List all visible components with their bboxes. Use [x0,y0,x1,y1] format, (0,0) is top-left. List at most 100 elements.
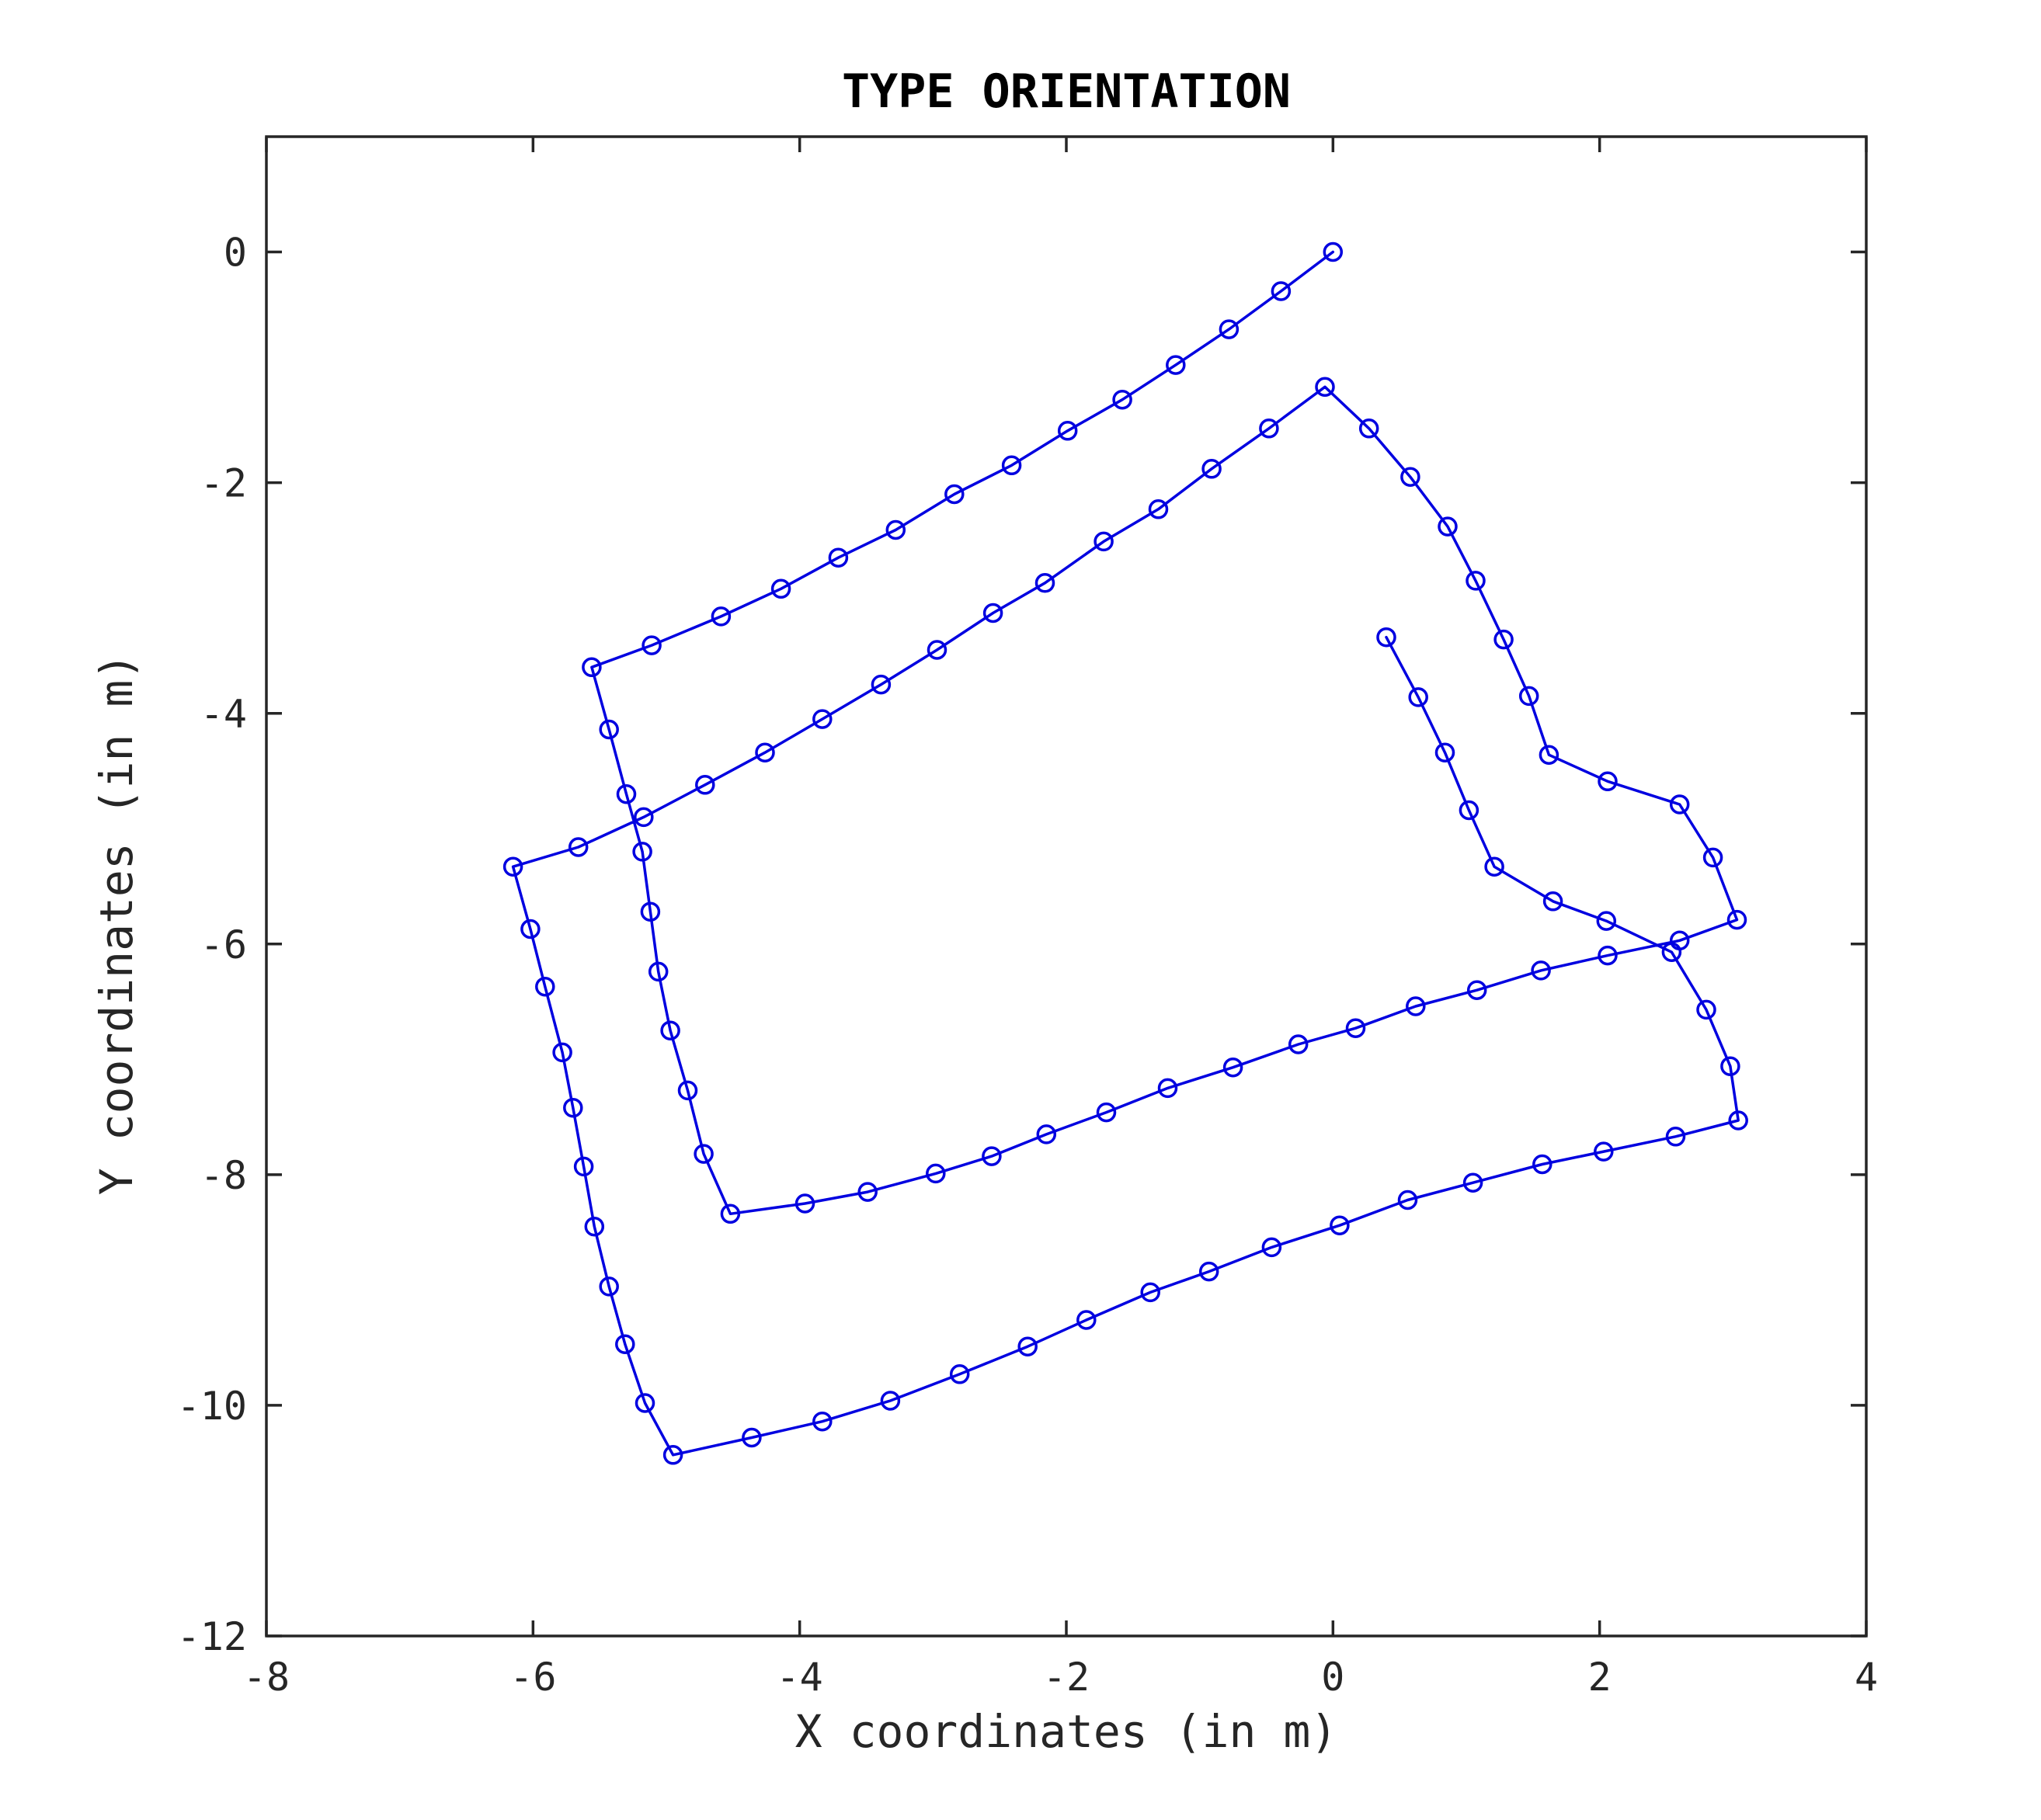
trajectory-point [711,606,732,627]
trajectory-point [1259,419,1279,439]
y-tick-label: -4 [200,692,247,737]
trajectory-point [794,1193,815,1214]
trajectory-point [812,709,833,729]
trajectory-point [640,901,661,922]
trajectory-point [982,1146,1002,1166]
trajectory-point [885,519,906,540]
axes-box [265,135,1868,1638]
trajectory-point [648,961,669,982]
trajectory-point [1219,319,1240,339]
trajectory-point [1720,1056,1740,1076]
trajectory-point [1017,1336,1038,1356]
trajectory-point [1397,1190,1418,1210]
trajectory-point [1542,891,1563,912]
y-tick-label: 0 [224,231,247,276]
trajectory-point [584,1216,605,1237]
x-axis-label: X coordinates (in m) [795,1705,1337,1758]
trajectory-point [1661,942,1682,962]
trajectory-point [857,1182,878,1202]
x-tick-label: 0 [1321,1655,1344,1700]
trajectory-point [1166,355,1186,375]
trajectory-point [1493,629,1514,650]
trajectory-point [1201,459,1222,479]
trajectory-point [828,547,849,568]
trajectory-point [1598,771,1618,792]
trajectory-point [926,1163,946,1184]
trajectory-point [1466,571,1486,591]
trajectory-point [1094,531,1114,552]
trajectory-point [1532,1154,1552,1175]
y-tick-label: -6 [200,922,247,967]
trajectory-point [1400,467,1420,487]
trajectory-point [563,1097,583,1118]
trajectory-point [520,919,541,940]
trajectory-point [871,674,892,695]
trajectory-point [1198,1261,1219,1282]
trajectory-point [1408,687,1428,707]
x-tick-label: -6 [509,1655,556,1700]
trajectory-point [1076,1310,1097,1330]
trajectory-point [1728,1110,1748,1131]
trajectory-point [1157,1078,1178,1099]
trajectory-point [552,1042,572,1063]
trajectory-point [677,1080,698,1101]
trajectory-point [1531,960,1551,981]
trajectory-point [1466,980,1487,1000]
trajectory-point [1596,911,1617,931]
trajectory-point [1096,1102,1117,1123]
trajectory-point [1669,794,1690,814]
trajectory-point [1345,1018,1366,1038]
trajectory-point [1140,1282,1160,1303]
chart-title: TYPE ORIENTATION [842,64,1291,119]
trajectory-point [1358,419,1379,439]
trajectory-point [599,1276,619,1297]
trajectory-point [694,1144,714,1164]
trajectory-point [1057,421,1078,441]
x-tick-label: -8 [243,1655,290,1700]
trajectory-point [599,719,619,740]
trajectory-point [1438,516,1458,537]
trajectory-line [511,250,1740,1457]
trajectory-point [535,976,555,997]
y-tick-label: -10 [177,1384,247,1429]
trajectory-point [615,1334,635,1354]
trajectory-point [1288,1034,1309,1054]
trajectory-point [502,856,523,877]
trajectory-point [812,1411,833,1432]
trajectory-point [1726,909,1747,930]
trajectory-point [927,640,947,660]
trajectory-point [1222,1057,1243,1078]
trajectory-point [1261,1237,1282,1258]
trajectory-point [949,1364,970,1384]
trajectory-point [568,837,589,857]
trajectory-point [770,578,791,599]
trajectory-point [1518,686,1539,707]
trajectory-point [944,484,965,505]
trajectory-point [573,1156,594,1177]
y-tick-label: -2 [200,461,247,506]
trajectory-point [660,1020,680,1040]
trajectory-point [1665,1127,1686,1147]
trajectory-point [1406,996,1426,1016]
trajectory-point [635,1393,655,1413]
trajectory-point [742,1427,762,1448]
trajectory-point [695,775,715,795]
trajectory-point [642,635,662,655]
trajectory-point [634,807,654,828]
trajectory-point [616,783,637,804]
trajectory-point [1001,455,1022,476]
x-tick-label: -4 [777,1655,823,1700]
trajectory-point [1036,1124,1057,1144]
trajectory-point [1434,742,1455,762]
x-tick-label: 4 [1855,1655,1878,1700]
trajectory-point [632,842,652,862]
trajectory-point [1376,627,1396,648]
trajectory-point [1702,847,1723,868]
plot-area: -8 -6 -4 -2 0 2 4 -12 -10 -8 -6 -4 -2 0 [177,135,1878,1700]
y-tick-label: -12 [177,1614,247,1659]
trajectory-point [1271,281,1292,301]
trajectory-point [1330,1215,1350,1235]
trajectory-point [1459,800,1479,821]
trajectory-point [1323,241,1344,262]
